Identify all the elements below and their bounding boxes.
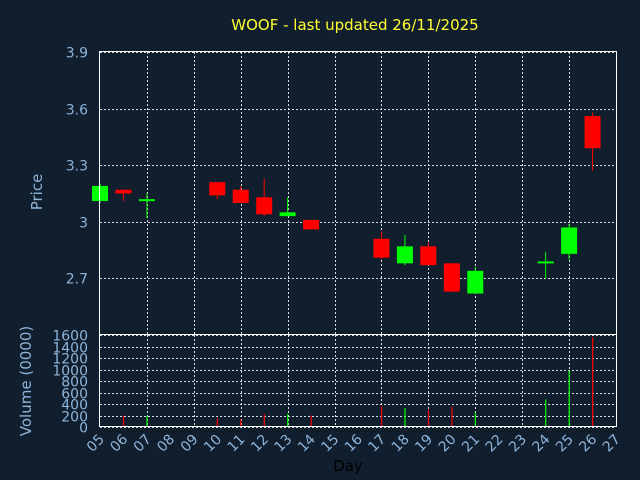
candles bbox=[92, 112, 601, 294]
price-axis-ticks: 3.9 3.6 3.3 3 2.7 bbox=[66, 46, 88, 288]
volume-tick-label: 1400 bbox=[52, 341, 88, 357]
price-axis-label: Price bbox=[28, 174, 46, 211]
volume-bar bbox=[240, 419, 242, 427]
candle-body bbox=[467, 270, 484, 294]
volume-bar bbox=[122, 415, 125, 427]
candle-body bbox=[115, 189, 132, 194]
chart-title: WOOF - last updated 26/11/2025 bbox=[231, 16, 478, 34]
price-tick-label: 2.7 bbox=[66, 272, 88, 288]
volume-axis-label: Volume (0000) bbox=[17, 326, 35, 436]
volume-bar bbox=[568, 370, 570, 427]
candle-body bbox=[420, 246, 437, 266]
volume-bar bbox=[216, 418, 218, 427]
volume-bar bbox=[427, 409, 430, 427]
volume-bar bbox=[287, 413, 289, 427]
volume-bar bbox=[404, 408, 406, 427]
candle-body bbox=[256, 197, 273, 215]
candle-body bbox=[138, 199, 155, 202]
price-tick-label: 3 bbox=[79, 216, 88, 232]
candle-body bbox=[561, 227, 578, 254]
volume-bar bbox=[146, 415, 148, 427]
volume-bar bbox=[380, 406, 383, 427]
x-axis-ticks: 05 06 07 08 09 10 11 12 13 14 15 16 17 18 19 20 21 22 23 24… bbox=[84, 431, 624, 455]
volume-tick-label: 1000 bbox=[52, 364, 88, 380]
volume-tick-label: 0 bbox=[79, 421, 88, 437]
price-tick-label: 3.3 bbox=[66, 159, 88, 175]
candle-body bbox=[373, 238, 390, 258]
volume-tick-label: 400 bbox=[61, 398, 88, 414]
volume-bar bbox=[310, 415, 312, 427]
volume-tick-label: 200 bbox=[61, 410, 88, 426]
volume-bar bbox=[263, 414, 265, 427]
volume-tick-label: 800 bbox=[61, 375, 88, 391]
price-tick-label: 3.9 bbox=[66, 46, 88, 62]
candle-body bbox=[279, 212, 296, 217]
volume-tick-label: 1200 bbox=[52, 352, 88, 368]
x-axis-label: Day bbox=[333, 457, 363, 475]
candle-body bbox=[303, 219, 320, 230]
candle-body bbox=[396, 246, 413, 264]
volume-bar bbox=[592, 337, 594, 427]
candle-body bbox=[584, 116, 601, 149]
volume-bar bbox=[545, 399, 547, 427]
volume-grid bbox=[100, 335, 616, 428]
candle-body bbox=[537, 261, 554, 264]
volume-panel-frame bbox=[99, 334, 617, 427]
volume-tick-label: 600 bbox=[61, 387, 88, 403]
volume-tick-label: 1600 bbox=[52, 329, 88, 345]
candle-body bbox=[232, 189, 249, 203]
price-tick-label: 3.6 bbox=[66, 103, 88, 119]
volume-bars bbox=[122, 337, 594, 427]
candle-body bbox=[209, 182, 226, 196]
volume-bar bbox=[451, 406, 453, 427]
candle-body bbox=[443, 263, 460, 292]
volume-bar bbox=[474, 412, 476, 427]
